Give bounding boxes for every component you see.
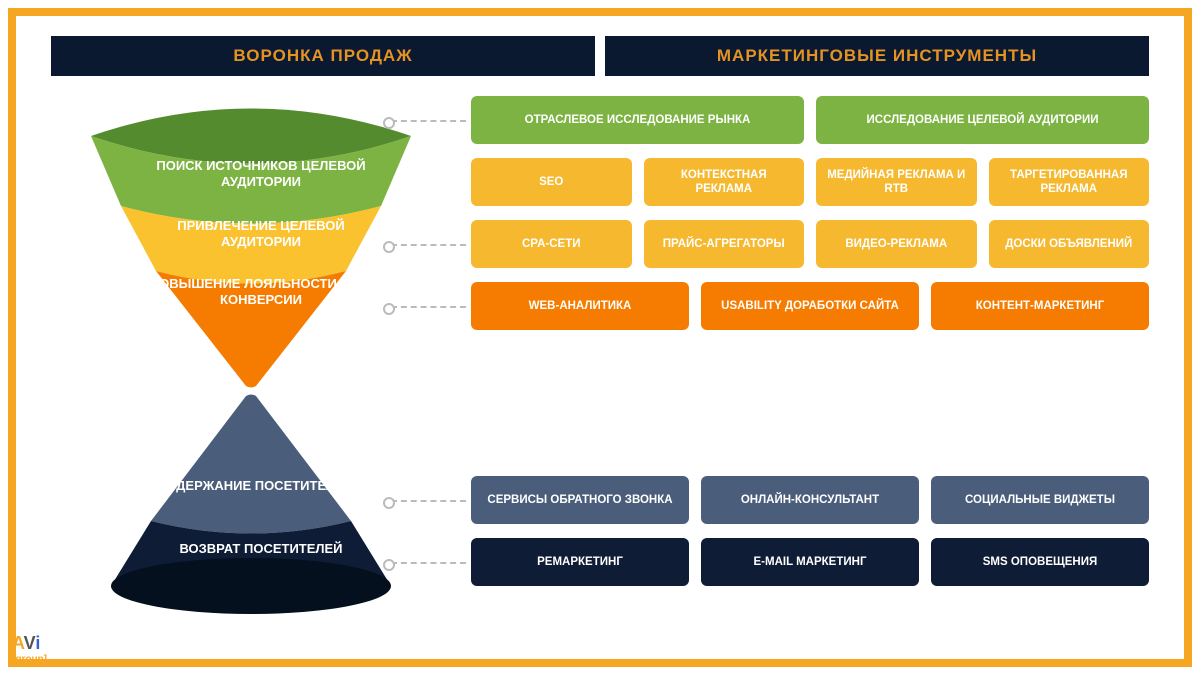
tool-card: ДОСКИ ОБЪЯВЛЕНИЙ xyxy=(989,220,1150,268)
tool-card: ОНЛАЙН-КОНСУЛЬТАНТ xyxy=(701,476,919,524)
funnel-label-retain: УДЕРЖАНИЕ ПОСЕТИТЕЛЕЙ xyxy=(141,478,381,494)
outer-frame: ВОРОНКА ПРОДАЖ МАРКЕТИНГОВЫЕ ИНСТРУМЕНТЫ xyxy=(8,8,1192,667)
tool-card: SMS ОПОВЕЩЕНИЯ xyxy=(931,538,1149,586)
tool-card: ОТРАСЛЕВОЕ ИССЛЕДОВАНИЕ РЫНКА xyxy=(471,96,804,144)
tool-card: СОЦИАЛЬНЫЕ ВИДЖЕТЫ xyxy=(931,476,1149,524)
logo-subtext: [group] xyxy=(12,654,47,665)
funnel-column: ПОИСК ИСТОЧНИКОВ ЦЕЛЕВОЙ АУДИТОРИИ ПРИВЛ… xyxy=(51,86,471,636)
connector-line xyxy=(391,244,466,246)
header-left: ВОРОНКА ПРОДАЖ xyxy=(51,36,595,76)
tool-card: МЕДИЙНАЯ РЕКЛАМА И RTB xyxy=(816,158,977,206)
connector-line xyxy=(391,500,466,502)
tool-card: ТАРГЕТИРОВАННАЯ РЕКЛАМА xyxy=(989,158,1150,206)
tool-card: CPA-СЕТИ xyxy=(471,220,632,268)
logo-letter-a: A xyxy=(12,633,24,653)
tool-card: СЕРВИСЫ ОБРАТНОГО ЗВОНКА xyxy=(471,476,689,524)
funnel-label-return: ВОЗВРАТ ПОСЕТИТЕЛЕЙ xyxy=(141,541,381,557)
tool-row-search: ОТРАСЛЕВОЕ ИССЛЕДОВАНИЕ РЫНКАИССЛЕДОВАНИ… xyxy=(471,96,1149,144)
funnel-stage-retain xyxy=(151,395,351,534)
tool-card: ВИДЕО-РЕКЛАМА xyxy=(816,220,977,268)
funnel-rim-bottom xyxy=(111,558,391,614)
connector-line xyxy=(391,306,466,308)
tool-card: SEO xyxy=(471,158,632,206)
content-area: ПОИСК ИСТОЧНИКОВ ЦЕЛЕВОЙ АУДИТОРИИ ПРИВЛ… xyxy=(51,86,1149,636)
tool-row-retain: СЕРВИСЫ ОБРАТНОГО ЗВОНКАОНЛАЙН-КОНСУЛЬТА… xyxy=(471,476,1149,524)
tool-row-convert: WEB-АНАЛИТИКАUSABILITY ДОРАБОТКИ САЙТАКО… xyxy=(471,282,1149,330)
header-row: ВОРОНКА ПРОДАЖ МАРКЕТИНГОВЫЕ ИНСТРУМЕНТЫ xyxy=(51,36,1149,76)
tool-card: КОНТЕНТ-МАРКЕТИНГ xyxy=(931,282,1149,330)
tool-card: USABILITY ДОРАБОТКИ САЙТА xyxy=(701,282,919,330)
tool-card: РЕМАРКЕТИНГ xyxy=(471,538,689,586)
tool-row-return: РЕМАРКЕТИНГE-MAIL МАРКЕТИНГSMS ОПОВЕЩЕНИ… xyxy=(471,538,1149,586)
tool-card: КОНТЕКСТНАЯ РЕКЛАМА xyxy=(644,158,805,206)
funnel-label-search: ПОИСК ИСТОЧНИКОВ ЦЕЛЕВОЙ АУДИТОРИИ xyxy=(141,158,381,191)
logo-avi: AVi [group] xyxy=(12,633,47,665)
tool-card: WEB-АНАЛИТИКА xyxy=(471,282,689,330)
tools-column: ОТРАСЛЕВОЕ ИССЛЕДОВАНИЕ РЫНКАИССЛЕДОВАНИ… xyxy=(471,86,1149,636)
funnel-label-convert: ПОВЫШЕНИЕ ЛОЯЛЬНОСТИ ЦА И КОНВЕРСИИ xyxy=(141,276,381,309)
header-right: МАРКЕТИНГОВЫЕ ИНСТРУМЕНТЫ xyxy=(605,36,1149,76)
logo-letter-i: i xyxy=(35,633,40,653)
funnel-label-attract: ПРИВЛЕЧЕНИЕ ЦЕЛЕВОЙ АУДИТОРИИ xyxy=(141,218,381,251)
tool-card: ПРАЙС-АГРЕГАТОРЫ xyxy=(644,220,805,268)
tool-row-attract: SEOКОНТЕКСТНАЯ РЕКЛАМАМЕДИЙНАЯ РЕКЛАМА И… xyxy=(471,158,1149,206)
tool-row-attract: CPA-СЕТИПРАЙС-АГРЕГАТОРЫВИДЕО-РЕКЛАМАДОС… xyxy=(471,220,1149,268)
logo-letter-v: V xyxy=(24,633,36,653)
tool-card: E-MAIL МАРКЕТИНГ xyxy=(701,538,919,586)
connector-line xyxy=(391,120,466,122)
tool-card: ИССЛЕДОВАНИЕ ЦЕЛЕВОЙ АУДИТОРИИ xyxy=(816,96,1149,144)
connector-line xyxy=(391,562,466,564)
